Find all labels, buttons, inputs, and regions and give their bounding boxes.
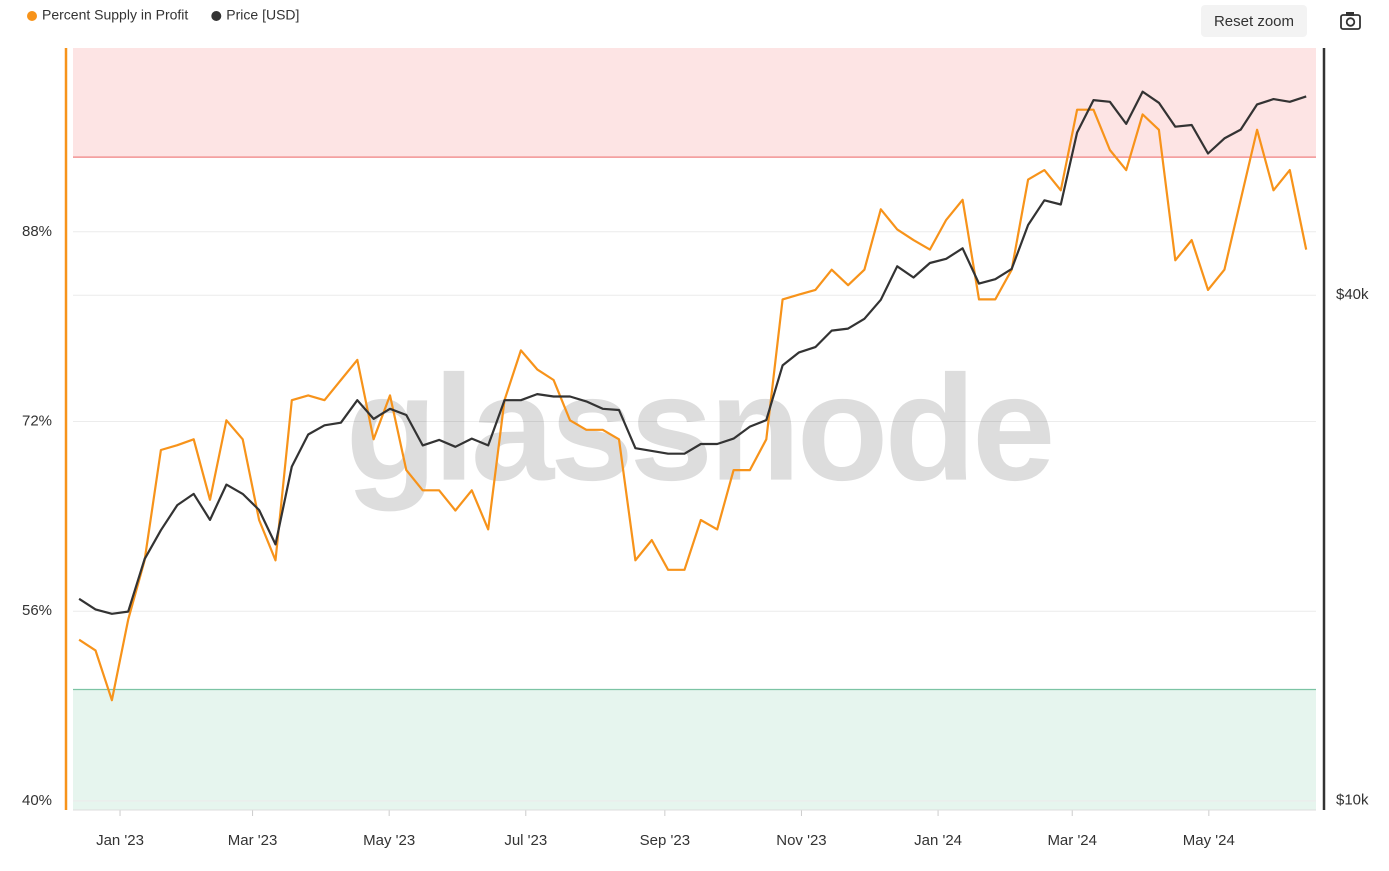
watermark: glassnode: [346, 344, 1052, 512]
y-tick-label: 88%: [22, 223, 52, 240]
x-tick-label: Jan '23: [96, 832, 144, 849]
reset-zoom-button[interactable]: Reset zoom: [1201, 5, 1307, 37]
legend-label: Percent Supply in Profit: [42, 7, 188, 23]
legend-marker: [27, 11, 37, 21]
legend-label: Price [USD]: [226, 7, 299, 23]
y-tick-label: 40%: [22, 792, 52, 809]
x-tick-label: May '23: [363, 832, 415, 849]
x-tick-label: Jan '24: [914, 832, 962, 849]
x-tick-label: Mar '23: [228, 832, 278, 849]
y2-tick-label: $40k: [1336, 286, 1369, 303]
x-tick-label: Jul '23: [504, 832, 547, 849]
series-line: [78, 90, 1307, 615]
zone-band: [73, 689, 1316, 810]
x-tick-label: May '24: [1183, 832, 1235, 849]
series-line: [78, 108, 1308, 702]
legend-marker: [211, 11, 222, 21]
x-tick-label: Sep '23: [640, 832, 690, 849]
x-tick-label: Nov '23: [776, 832, 826, 849]
y-tick-label: 72%: [22, 412, 52, 429]
y2-tick-label: $10k: [1336, 792, 1369, 809]
camera-icon[interactable]: [1340, 12, 1361, 30]
zone-band: [73, 48, 1316, 158]
x-tick-label: Mar '24: [1047, 832, 1097, 849]
y-tick-label: 56%: [22, 602, 52, 619]
